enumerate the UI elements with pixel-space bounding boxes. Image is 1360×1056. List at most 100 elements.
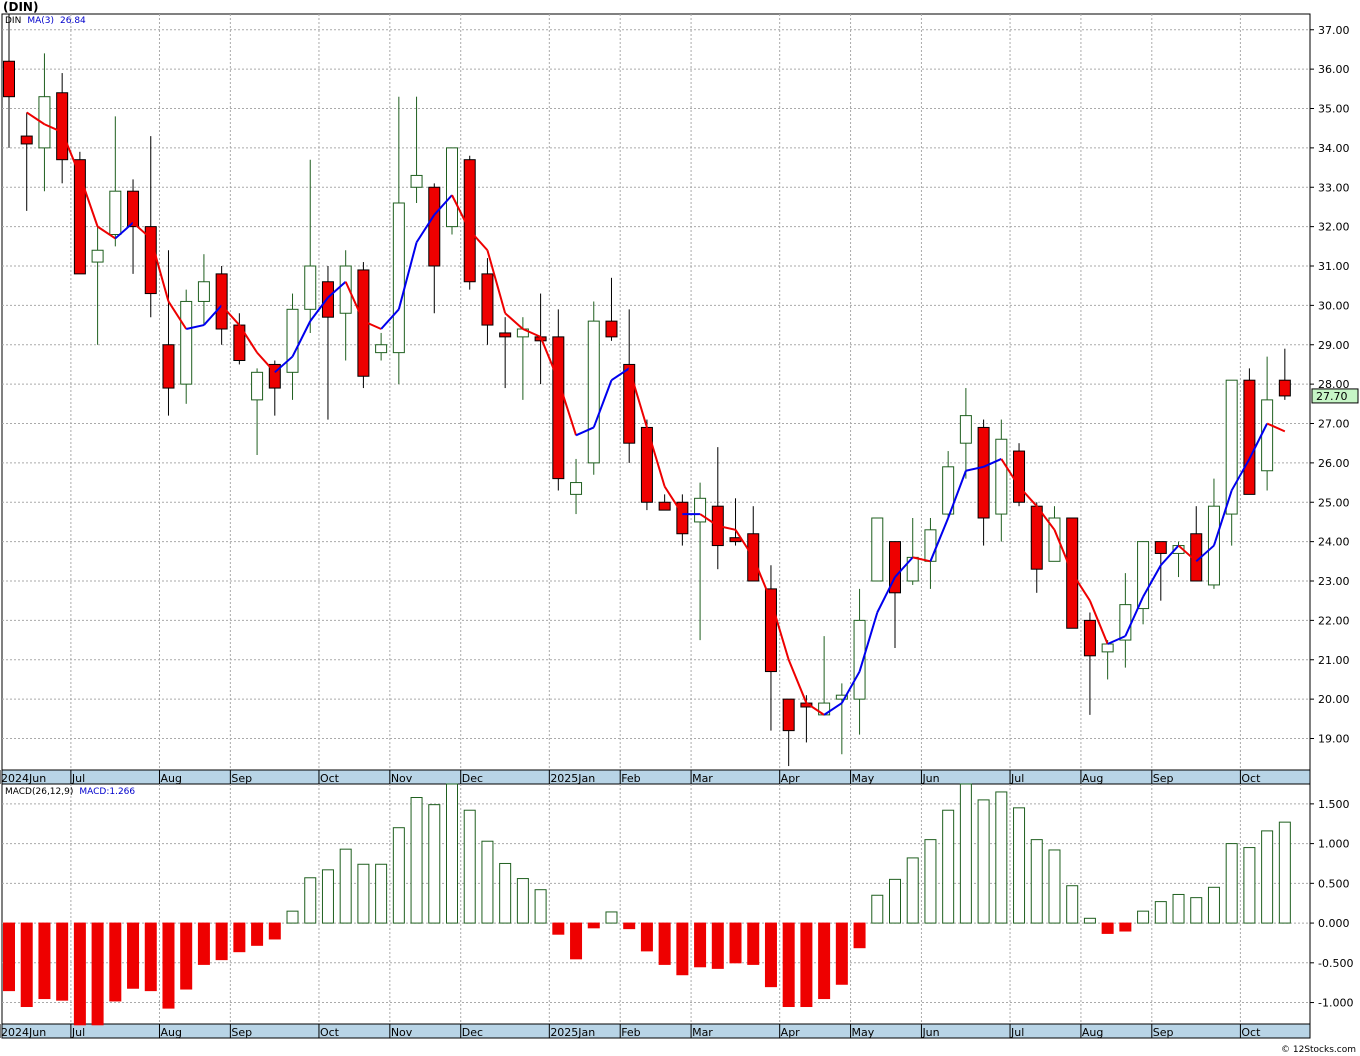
ma3-segment bbox=[1035, 505, 1056, 531]
candle-up bbox=[835, 694, 848, 700]
ma3-segment bbox=[876, 576, 896, 613]
macd-bar-negative bbox=[268, 922, 281, 940]
price-panel bbox=[1, 13, 1311, 771]
ma3-segment bbox=[327, 281, 347, 299]
price-tick-label: 30.00 bbox=[1318, 299, 1350, 312]
candle-up bbox=[587, 320, 600, 464]
ma3-segment bbox=[274, 355, 294, 374]
ma3-segment bbox=[734, 529, 755, 558]
macd-bar-positive bbox=[605, 911, 618, 924]
macd-bar-negative bbox=[162, 922, 175, 1009]
ma3-segment bbox=[1142, 564, 1162, 598]
candle-up bbox=[251, 371, 264, 401]
candle-down bbox=[1083, 619, 1096, 657]
ma3-segment bbox=[1248, 423, 1269, 460]
macd-bar-positive bbox=[1083, 917, 1096, 924]
ma3-segment bbox=[185, 324, 205, 330]
x-tick-label-lower: Oct bbox=[1241, 1026, 1261, 1039]
ma3-segment bbox=[504, 312, 524, 330]
ma3-segment bbox=[1195, 544, 1215, 563]
macd-bar-negative bbox=[640, 922, 653, 952]
macd-bar-positive bbox=[446, 783, 458, 924]
macd-bar-positive bbox=[1278, 821, 1291, 924]
ma3-segment bbox=[557, 379, 577, 436]
candle-down bbox=[1278, 379, 1291, 397]
price-tick-label: 25.00 bbox=[1318, 496, 1350, 509]
macd-bar-negative bbox=[1101, 922, 1114, 934]
ma3-segment bbox=[912, 556, 931, 563]
x-tick-label: 2025Jan bbox=[550, 772, 595, 785]
macd-bar-negative bbox=[1119, 922, 1132, 932]
ma3-segment bbox=[1088, 600, 1109, 645]
ma-legend-label: MA(3) bbox=[27, 16, 54, 26]
x-tick-label-lower: Feb bbox=[621, 1026, 640, 1039]
candle-up bbox=[995, 438, 1008, 515]
ma-legend-symbol: DIN bbox=[5, 16, 22, 26]
candle-down bbox=[729, 537, 742, 543]
macd-bar-positive bbox=[1137, 910, 1150, 924]
candle-down bbox=[658, 501, 671, 511]
chart-title: (DIN) bbox=[3, 0, 39, 14]
macd-bar-positive bbox=[534, 889, 547, 924]
macd-bar-negative bbox=[729, 922, 742, 964]
ma3-segment bbox=[61, 131, 81, 176]
macd-bar-positive bbox=[1225, 843, 1238, 924]
ma3-segment bbox=[397, 242, 418, 310]
x-tick-label: Sep bbox=[1153, 772, 1174, 785]
x-tick-label-lower: Mar bbox=[692, 1026, 713, 1039]
x-tick-label-lower: Jul bbox=[1010, 1026, 1024, 1039]
macd-bar-negative bbox=[694, 922, 707, 968]
ma3-segment bbox=[858, 612, 879, 672]
x-axis-band-lower bbox=[1, 1023, 1311, 1039]
ma3-segment bbox=[1071, 572, 1091, 602]
macd-bar-negative bbox=[251, 922, 264, 946]
macd-tick-label: 1.500 bbox=[1318, 798, 1350, 811]
price-tick-label: 33.00 bbox=[1318, 181, 1350, 194]
macd-bar-positive bbox=[959, 783, 972, 924]
x-tick-label-lower: Nov bbox=[391, 1026, 413, 1039]
candle-up bbox=[339, 265, 352, 314]
ma3-segment bbox=[167, 300, 188, 330]
macd-bar-positive bbox=[1154, 901, 1167, 924]
price-tick-label: 26.00 bbox=[1318, 457, 1350, 470]
x-tick-label-lower: Oct bbox=[320, 1026, 340, 1039]
price-tick-label: 20.00 bbox=[1318, 693, 1350, 706]
macd-bar-positive bbox=[286, 910, 299, 924]
macd-bar-negative bbox=[3, 922, 15, 992]
ma3-segment bbox=[1160, 544, 1180, 566]
ma3-segment bbox=[770, 600, 790, 661]
x-tick-label: Jun bbox=[921, 772, 939, 785]
x-tick-label-lower: 2025Jan bbox=[550, 1026, 595, 1039]
ma3-segment bbox=[1107, 635, 1126, 645]
x-tick-label: Oct bbox=[320, 772, 340, 785]
ma3-segment bbox=[468, 229, 489, 251]
ma3-segment bbox=[256, 351, 276, 373]
macd-bar-negative bbox=[144, 922, 157, 992]
price-tick-label: 32.00 bbox=[1318, 221, 1350, 234]
macd-bar-negative bbox=[109, 922, 122, 1002]
candle-up bbox=[694, 497, 707, 523]
candle-up bbox=[446, 147, 458, 228]
candle-up bbox=[109, 190, 122, 235]
candle-up bbox=[197, 281, 210, 302]
macd-bar-negative bbox=[233, 922, 246, 953]
candle-down bbox=[499, 332, 512, 338]
candle-down bbox=[889, 541, 901, 594]
candle-down bbox=[215, 273, 228, 330]
ma3-segment bbox=[1018, 485, 1038, 507]
ma3-segment bbox=[1000, 458, 1020, 488]
macd-bar-negative bbox=[38, 922, 51, 1000]
macd-bar-positive bbox=[995, 791, 1008, 924]
candle-up bbox=[38, 96, 51, 149]
candle-down bbox=[782, 698, 795, 732]
price-tick-label: 34.00 bbox=[1318, 142, 1350, 155]
candle-up bbox=[570, 482, 583, 495]
macd-bar-negative bbox=[711, 922, 724, 969]
candle-up bbox=[1225, 379, 1238, 515]
x-tick-label-lower: Aug bbox=[160, 1026, 181, 1039]
ma3-segment bbox=[717, 524, 736, 531]
candle-down bbox=[3, 60, 15, 98]
ma3-segment bbox=[592, 379, 613, 428]
ma3-segment bbox=[752, 556, 772, 602]
macd-bar-negative bbox=[127, 922, 140, 989]
